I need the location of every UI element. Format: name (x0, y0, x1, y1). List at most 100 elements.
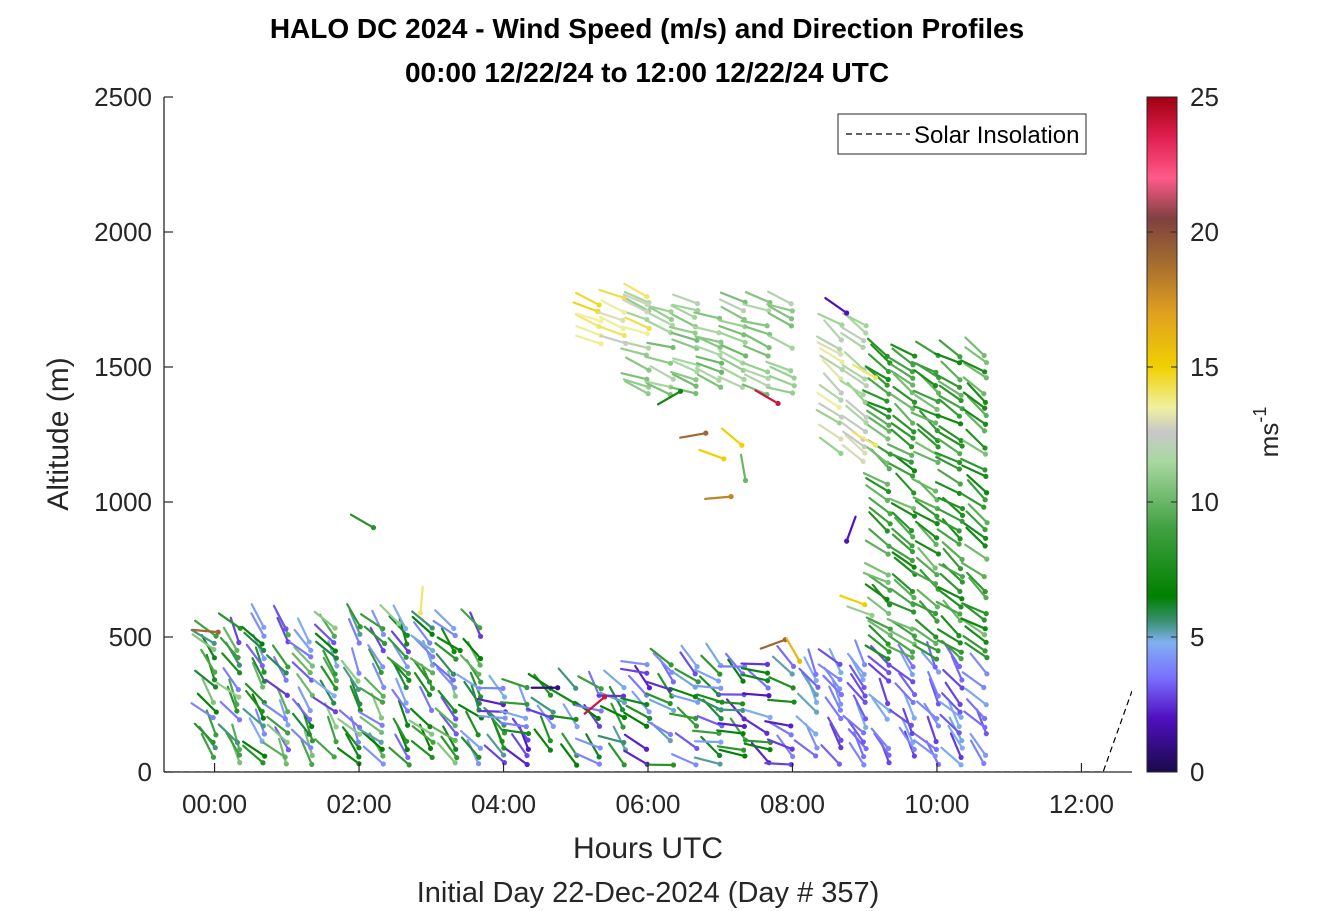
wind-barb (866, 415, 892, 434)
wind-barb (715, 700, 746, 707)
wind-barb (739, 453, 749, 483)
wind-barb (962, 635, 988, 654)
wind-barb (194, 669, 219, 690)
wind-barb (818, 347, 845, 365)
wind-barb (624, 316, 652, 331)
wind-barb (718, 298, 747, 314)
wind-barb (937, 639, 964, 655)
wind-barb (950, 654, 965, 683)
wind-barb (846, 681, 868, 705)
wind-barb (962, 618, 988, 638)
wind-barb (898, 672, 918, 698)
wind-barb (831, 678, 844, 707)
wind-barb (716, 729, 746, 737)
wind-barb (395, 677, 409, 706)
wind-barb (937, 586, 965, 602)
wind-barb (766, 738, 795, 752)
wind-barb (795, 715, 819, 737)
wind-barb (314, 632, 339, 654)
wind-barb (413, 659, 433, 685)
wind-barb (938, 563, 966, 580)
wind-barb (766, 303, 795, 314)
wind-barb (434, 707, 458, 729)
wind-barb (551, 689, 578, 706)
wind-barb (530, 696, 556, 715)
wind-barb (300, 739, 315, 768)
wind-barb (322, 656, 339, 684)
wind-barb (631, 690, 652, 715)
wind-barb (863, 400, 892, 413)
wind-barb (560, 743, 580, 768)
wind-barb (864, 402, 892, 420)
y-tick-label: 2500 (94, 82, 152, 112)
wind-barb (745, 334, 772, 351)
wind-barb (349, 513, 377, 531)
wind-barb (818, 383, 844, 403)
wind-barb (865, 484, 891, 503)
wind-barb (844, 434, 868, 456)
wind-barb (889, 709, 914, 728)
wind-barb (899, 650, 916, 678)
wind-barb (436, 636, 463, 654)
wind-barb (803, 656, 819, 684)
wind-barb (767, 304, 795, 322)
wind-barb (228, 678, 240, 707)
wind-barb (744, 291, 773, 306)
wind-barb (742, 361, 771, 375)
wind-barb (842, 312, 869, 329)
wind-barb (767, 312, 795, 329)
wind-barb (459, 729, 484, 751)
wind-barb (719, 366, 747, 382)
chart-subtitle: 00:00 12/22/24 to 12:00 12/22/24 UTC (405, 57, 889, 88)
wind-barb (891, 573, 916, 595)
wind-barb (839, 594, 868, 608)
wind-barb (440, 627, 457, 655)
y-tick-label: 2000 (94, 217, 152, 247)
wind-barb (193, 722, 216, 745)
wind-barb (935, 373, 963, 390)
wind-barb (303, 729, 315, 759)
wind-barb (961, 671, 987, 691)
wind-barb (862, 389, 890, 404)
wind-barb (765, 360, 794, 374)
wind-barb (940, 615, 962, 639)
wind-barb (939, 700, 964, 720)
colorbar-tick-label: 15 (1190, 352, 1219, 382)
wind-barb (855, 701, 869, 730)
wind-barb (962, 439, 989, 457)
wind-barb (938, 431, 965, 449)
wind-barb (865, 477, 892, 495)
wind-barb (966, 474, 990, 496)
wind-barb (623, 733, 650, 752)
wind-barb (969, 652, 990, 677)
wind-barb (776, 645, 797, 670)
wind-barb (499, 709, 529, 721)
wind-barb (674, 732, 700, 752)
wind-barb (599, 705, 628, 721)
wind-barb (888, 462, 916, 479)
wind-barb (679, 430, 709, 439)
wind-barb (937, 380, 964, 398)
wind-barb (891, 620, 918, 639)
wind-barb (717, 375, 745, 390)
wind-barb (854, 639, 868, 668)
wind-barb (574, 737, 603, 751)
wind-barb (890, 393, 916, 412)
wind-barb (200, 648, 218, 675)
wind-barb (801, 671, 819, 698)
wind-barb (271, 644, 291, 670)
wind-barb (893, 516, 916, 540)
wind-barb (191, 633, 217, 653)
wind-barb (670, 331, 700, 343)
wind-barb (902, 707, 915, 737)
wind-barb (656, 388, 684, 406)
wind-barb (817, 312, 845, 328)
wind-barb (191, 628, 221, 635)
wind-barb (501, 678, 530, 691)
wind-barb (718, 324, 747, 338)
wind-barb (889, 363, 916, 381)
wind-barb (917, 547, 938, 571)
wind-barb (911, 601, 939, 617)
wind-barbs (190, 282, 990, 768)
wind-barb (320, 665, 339, 691)
